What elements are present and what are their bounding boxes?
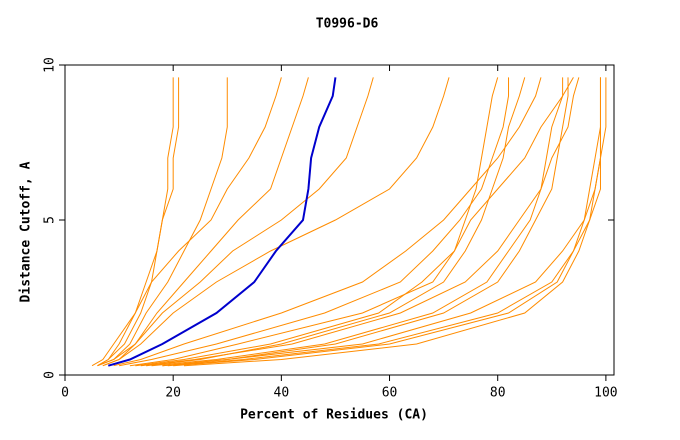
curve bbox=[129, 77, 499, 367]
curve bbox=[97, 77, 180, 367]
plot-frame bbox=[64, 64, 615, 376]
curve bbox=[113, 77, 542, 367]
x-axis-label: Percent of Residues (CA) bbox=[240, 408, 428, 423]
curve bbox=[97, 77, 374, 367]
curve bbox=[97, 77, 174, 367]
curve bbox=[162, 77, 569, 367]
curve bbox=[167, 77, 601, 367]
curve bbox=[162, 77, 607, 367]
x-tick-label: 0 bbox=[61, 386, 69, 401]
x-tick-label: 80 bbox=[490, 386, 506, 401]
chart-title: T0996-D6 bbox=[316, 17, 379, 32]
y-axis-label: Distance Cutoff, A bbox=[19, 161, 34, 302]
curve bbox=[107, 77, 337, 367]
curve bbox=[135, 77, 574, 367]
x-tick-label: 40 bbox=[274, 386, 290, 401]
curve bbox=[91, 77, 282, 367]
curve bbox=[102, 77, 450, 367]
y-tick-label: 10 bbox=[43, 57, 58, 73]
curve bbox=[183, 77, 601, 367]
curve bbox=[97, 77, 228, 367]
x-tick-label: 100 bbox=[594, 386, 617, 401]
y-tick-label: 0 bbox=[43, 371, 58, 379]
curve bbox=[140, 77, 580, 367]
curve bbox=[146, 77, 526, 367]
x-tick-label: 20 bbox=[165, 386, 181, 401]
y-tick-label: 5 bbox=[43, 216, 58, 224]
curve bbox=[102, 77, 309, 367]
curve bbox=[151, 77, 564, 367]
curve bbox=[118, 77, 510, 367]
x-tick-label: 60 bbox=[382, 386, 398, 401]
